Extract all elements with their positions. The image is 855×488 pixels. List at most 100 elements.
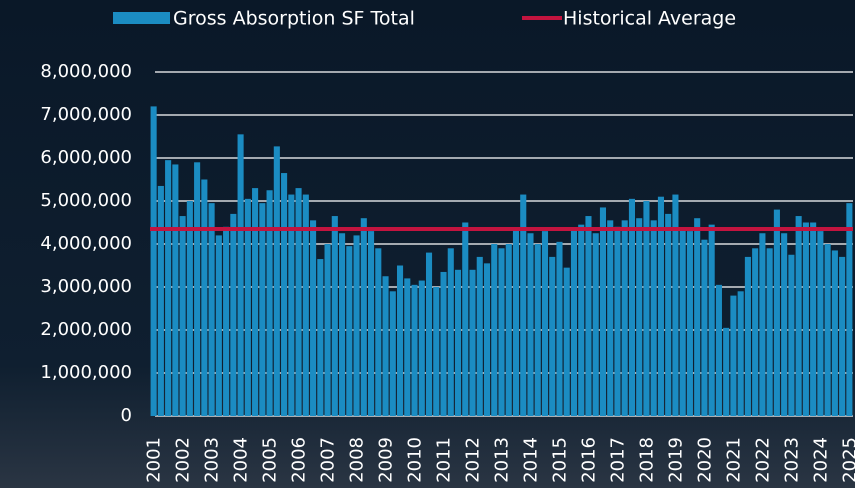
y-tick-label: 4,000,000 — [40, 233, 132, 254]
legend-swatch — [113, 12, 170, 24]
bar — [650, 220, 657, 416]
bar — [549, 256, 556, 416]
x-tick-label: 2005 — [260, 437, 281, 483]
x-tick-label: 2023 — [781, 437, 802, 483]
bar — [752, 248, 759, 416]
bar — [447, 248, 454, 416]
bar — [846, 203, 853, 416]
x-tick-label: 2011 — [434, 437, 455, 483]
bar — [730, 295, 737, 416]
bar — [824, 244, 831, 416]
bar — [360, 218, 367, 416]
x-tick-label: 2009 — [376, 437, 397, 483]
bar — [244, 198, 251, 416]
x-tick-label: 2025 — [839, 437, 855, 483]
bar — [302, 194, 309, 416]
bar — [831, 250, 838, 416]
bar — [368, 231, 375, 416]
bar — [491, 244, 498, 416]
x-tick-label: 2019 — [665, 437, 686, 483]
bar — [773, 209, 780, 416]
bar — [795, 216, 802, 416]
x-tick-label: 2002 — [173, 437, 194, 483]
bar — [570, 228, 578, 416]
bar — [578, 224, 585, 416]
bar — [621, 220, 628, 416]
bar — [208, 203, 215, 416]
bar — [643, 201, 650, 416]
bar — [433, 287, 440, 416]
bar — [389, 291, 396, 416]
bar — [411, 284, 418, 416]
bar — [483, 263, 491, 416]
bar — [723, 327, 730, 416]
x-tick-label: 2015 — [549, 437, 570, 483]
bar — [556, 241, 563, 416]
bar — [259, 203, 266, 416]
bar — [839, 256, 846, 416]
bar — [781, 233, 788, 416]
bar — [541, 231, 549, 416]
x-tick-label: 2012 — [463, 437, 484, 483]
bar — [694, 218, 701, 416]
bar — [266, 190, 273, 416]
bar — [454, 269, 462, 416]
bar — [534, 244, 541, 416]
bar — [817, 231, 824, 416]
bar — [172, 164, 179, 416]
legend-label: Gross Absorption SF Total — [173, 8, 415, 30]
bar — [288, 194, 295, 416]
bar — [165, 160, 172, 416]
bar — [636, 218, 643, 416]
bar — [324, 244, 331, 416]
x-tick-label: 2014 — [520, 437, 541, 483]
bar — [331, 216, 338, 416]
y-tick-label: 1,000,000 — [40, 362, 132, 383]
bar — [810, 222, 817, 416]
bar — [788, 254, 795, 416]
bar — [672, 194, 679, 416]
bar — [425, 252, 433, 416]
bar — [339, 233, 346, 416]
bar — [462, 222, 469, 416]
bar — [628, 198, 635, 416]
bar — [563, 267, 570, 416]
bar — [186, 201, 193, 416]
y-tick-label: 3,000,000 — [40, 276, 132, 297]
x-tick-label: 2016 — [578, 437, 599, 483]
bar — [505, 244, 512, 416]
bar — [766, 248, 773, 416]
bar — [498, 248, 505, 416]
x-tick-label: 2006 — [289, 437, 310, 483]
y-tick-label: 6,000,000 — [40, 147, 132, 168]
bar — [520, 194, 527, 416]
bar — [708, 224, 715, 416]
bar — [527, 233, 534, 416]
bar — [585, 216, 592, 416]
x-tick-label: 2001 — [144, 437, 165, 483]
y-tick-label: 5,000,000 — [40, 190, 132, 211]
x-tick-label: 2013 — [492, 437, 513, 483]
x-tick-label: 2018 — [636, 437, 657, 483]
bar — [679, 228, 686, 416]
bar — [194, 162, 201, 416]
bar — [317, 259, 324, 416]
bar — [592, 233, 599, 416]
bar — [223, 226, 230, 416]
bar — [157, 185, 164, 416]
bar — [607, 220, 614, 416]
bar — [657, 196, 664, 416]
x-tick-label: 2024 — [810, 437, 831, 483]
bar — [346, 246, 353, 416]
bar — [375, 248, 382, 416]
legend-label: Historical Average — [563, 8, 736, 30]
bar — [252, 188, 259, 416]
bar — [737, 291, 744, 416]
bar — [201, 179, 208, 416]
bar — [310, 220, 317, 416]
bar — [404, 278, 411, 416]
x-tick-label: 2003 — [202, 437, 223, 483]
bar — [744, 256, 751, 416]
x-tick-label: 2017 — [607, 437, 628, 483]
